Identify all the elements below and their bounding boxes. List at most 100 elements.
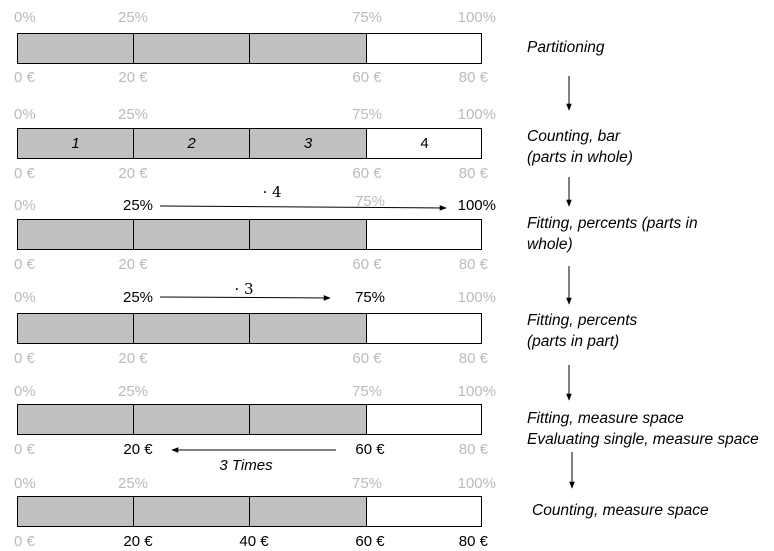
euro-label-60: 60 € [355, 441, 385, 458]
multiplier-label: · 4 [262, 183, 282, 201]
euro-label-80: 80 € [458, 69, 488, 86]
euro-label-60: 60 € [352, 165, 382, 182]
euro-label-0: 0 € [14, 69, 35, 86]
bar-model: 1 2 3 4 [17, 128, 482, 159]
percent-label-25: 25% [117, 106, 149, 123]
euro-label-20: 20 € [118, 165, 148, 182]
bar-model [17, 404, 482, 435]
euro-label-0: 0 € [14, 256, 35, 273]
bar-segment: 2 [134, 129, 250, 158]
bar-segment [18, 220, 134, 249]
step-line: whole) [527, 236, 573, 253]
step-line: Counting, measure space [532, 502, 709, 519]
euro-label-60: 60 € [355, 533, 385, 550]
bar-segment [134, 34, 250, 63]
bar-segment: 1 [18, 129, 134, 158]
bar-model [17, 313, 482, 344]
percent-label-100: 100% [457, 475, 496, 492]
bar-segment [18, 34, 134, 63]
percent-label-100: 100% [457, 289, 496, 306]
segment-number: 4 [420, 135, 429, 152]
percent-label-75: 75% [354, 289, 386, 306]
segment-number: 1 [71, 135, 80, 152]
bar-model [17, 33, 482, 64]
percent-label-0: 0% [14, 289, 36, 306]
step-line: Partitioning [527, 39, 605, 56]
bar-segment [134, 497, 250, 526]
percent-label-0: 0% [14, 197, 36, 214]
relation-arrow [159, 295, 331, 301]
percent-label-0: 0% [14, 383, 36, 400]
euro-label-20: 20 € [123, 441, 153, 458]
bar-segment: 4 [367, 129, 482, 158]
euro-label-60: 60 € [352, 256, 382, 273]
euro-label-60: 60 € [352, 350, 382, 367]
step-label: Fitting, measure space Evaluating single… [527, 408, 759, 450]
percent-label-0: 0% [14, 9, 36, 26]
bar-segment [134, 405, 250, 434]
percent-label-25: 25% [122, 197, 154, 214]
euro-label-40: 40 € [239, 533, 269, 550]
euro-label-20: 20 € [118, 256, 148, 273]
euro-label-80: 80 € [458, 441, 488, 458]
percent-label-75: 75% [351, 475, 383, 492]
multiplier-label: · 3 [234, 280, 254, 298]
bar-model [17, 219, 482, 250]
step-line: Counting, bar [527, 128, 621, 145]
segment-number: 3 [303, 135, 313, 152]
euro-label-0: 0 € [14, 441, 35, 458]
percent-label-0: 0% [14, 106, 36, 123]
euro-label-0: 0 € [14, 533, 35, 550]
times-label: 3 Times [219, 457, 273, 474]
step-line: Fitting, percents (parts in [527, 215, 698, 232]
step-label: Partitioning [527, 37, 605, 58]
percent-label-100: 100% [457, 9, 496, 26]
euro-label-80: 80 € [458, 165, 488, 182]
euro-label-0: 0 € [14, 350, 35, 367]
step-label: Counting, measure space [532, 500, 709, 521]
euro-label-20: 20 € [118, 69, 148, 86]
euro-label-20: 20 € [123, 533, 153, 550]
percent-label-75: 75% [351, 383, 383, 400]
bar-segment [250, 34, 367, 63]
bar-segment [18, 405, 134, 434]
segment-number: 2 [187, 135, 196, 152]
step-line: (parts in part) [527, 333, 620, 350]
percent-label-25: 25% [117, 9, 149, 26]
percent-label-0: 0% [14, 475, 36, 492]
step-label: Fitting, percents (parts in whole) [527, 213, 698, 255]
euro-label-80: 80 € [458, 256, 488, 273]
bar-model [17, 496, 482, 527]
step-label: Counting, bar (parts in whole) [527, 126, 633, 168]
percent-label-25: 25% [122, 289, 154, 306]
percent-label-75: 75% [351, 9, 383, 26]
euro-label-80: 80 € [458, 350, 488, 367]
percent-label-75: 75% [351, 106, 383, 123]
step-line: (parts in whole) [527, 149, 633, 166]
relation-arrow [159, 205, 447, 211]
step-line: Evaluating single, measure space [527, 431, 759, 448]
percent-label-75: 75% [354, 193, 386, 210]
step-line: Fitting, percents [527, 312, 638, 329]
bar-segment [250, 405, 367, 434]
bar-segment [134, 314, 250, 343]
percent-label-100: 100% [457, 383, 496, 400]
percent-label-100: 100% [457, 197, 496, 214]
step-line: Fitting, measure space [527, 410, 684, 427]
euro-label-60: 60 € [352, 69, 382, 86]
percent-label-25: 25% [117, 383, 149, 400]
euro-label-0: 0 € [14, 165, 35, 182]
step-label: Fitting, percents (parts in part) [527, 310, 637, 352]
percent-label-25: 25% [117, 475, 149, 492]
bar-segment: 3 [250, 129, 367, 158]
euro-label-20: 20 € [118, 350, 148, 367]
percent-label-100: 100% [457, 106, 496, 123]
bar-segment [250, 314, 367, 343]
bar-segment [18, 314, 134, 343]
bar-segment [250, 220, 367, 249]
bar-segment [134, 220, 250, 249]
euro-label-80: 80 € [458, 533, 488, 550]
bar-segment [250, 497, 367, 526]
bar-segment [18, 497, 134, 526]
